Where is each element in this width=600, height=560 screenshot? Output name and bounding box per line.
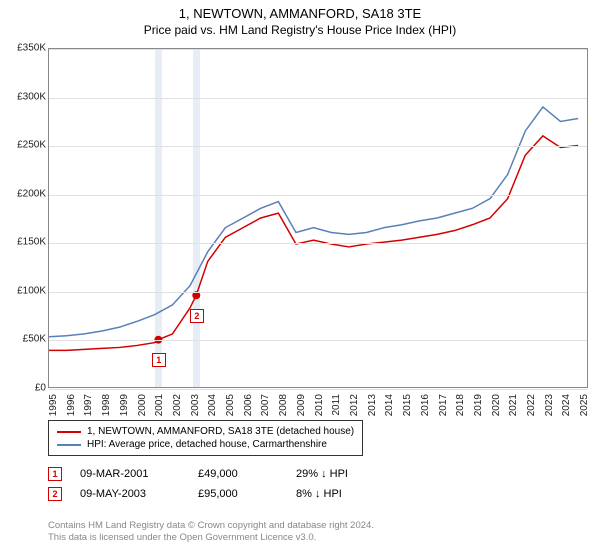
x-axis-label: 2015: [402, 394, 413, 416]
x-axis-label: 1995: [48, 394, 59, 416]
legend-item: HPI: Average price, detached house, Carm…: [57, 438, 354, 451]
x-axis-label: 2023: [544, 394, 555, 416]
x-axis-label: 2005: [225, 394, 236, 416]
transaction-date: 09-MAR-2001: [80, 468, 180, 480]
transaction-table: 1 09-MAR-2001 £49,000 29% ↓ HPI 2 09-MAY…: [48, 464, 396, 504]
chart-lines-svg: [49, 49, 587, 387]
legend-swatch: [57, 431, 81, 433]
chart-title: 1, NEWTOWN, AMMANFORD, SA18 3TE: [0, 0, 600, 21]
transaction-marker-icon: 1: [48, 467, 62, 481]
x-axis-label: 2007: [260, 394, 271, 416]
x-axis-label: 2001: [154, 394, 165, 416]
transaction-marker-icon: 2: [48, 487, 62, 501]
chart-marker-icon: 2: [190, 309, 204, 323]
x-axis-label: 1997: [83, 394, 94, 416]
transaction-price: £49,000: [198, 468, 278, 480]
transaction-price: £95,000: [198, 488, 278, 500]
x-axis-label: 1999: [119, 394, 130, 416]
x-axis-label: 2013: [367, 394, 378, 416]
transaction-date: 09-MAY-2003: [80, 488, 180, 500]
x-axis-label: 2025: [579, 394, 590, 416]
chart-container: 1, NEWTOWN, AMMANFORD, SA18 3TE Price pa…: [0, 0, 600, 560]
chart-footer: Contains HM Land Registry data © Crown c…: [48, 520, 374, 545]
y-axis-label: £150K: [17, 237, 46, 248]
y-axis-label: £100K: [17, 285, 46, 296]
transaction-row: 1 09-MAR-2001 £49,000 29% ↓ HPI: [48, 464, 396, 484]
x-axis-label: 2008: [278, 394, 289, 416]
x-axis-label: 2021: [508, 394, 519, 416]
footer-line: Contains HM Land Registry data © Crown c…: [48, 520, 374, 532]
y-axis-label: £350K: [17, 43, 46, 54]
x-axis-label: 2004: [207, 394, 218, 416]
x-axis-label: 2022: [526, 394, 537, 416]
x-axis-label: 2011: [331, 394, 342, 416]
chart-plot-area: 12: [48, 48, 588, 388]
transaction-delta: 29% ↓ HPI: [296, 468, 396, 480]
legend-label: HPI: Average price, detached house, Carm…: [87, 439, 327, 450]
transaction-row: 2 09-MAY-2003 £95,000 8% ↓ HPI: [48, 484, 396, 504]
footer-line: This data is licensed under the Open Gov…: [48, 532, 374, 544]
y-axis-label: £300K: [17, 91, 46, 102]
x-axis-label: 2002: [172, 394, 183, 416]
x-axis-label: 2017: [438, 394, 449, 416]
x-axis-label: 2000: [137, 394, 148, 416]
transaction-delta: 8% ↓ HPI: [296, 488, 396, 500]
legend-item: 1, NEWTOWN, AMMANFORD, SA18 3TE (detache…: [57, 425, 354, 438]
x-axis-label: 2014: [384, 394, 395, 416]
x-axis-label: 2020: [491, 394, 502, 416]
x-axis-label: 2016: [420, 394, 431, 416]
x-axis-label: 2006: [243, 394, 254, 416]
legend-label: 1, NEWTOWN, AMMANFORD, SA18 3TE (detache…: [87, 426, 354, 437]
x-axis-label: 2018: [455, 394, 466, 416]
y-axis-label: £200K: [17, 188, 46, 199]
x-axis-label: 2012: [349, 394, 360, 416]
x-axis-label: 2019: [473, 394, 484, 416]
x-axis-label: 2010: [314, 394, 325, 416]
x-axis-label: 2003: [190, 394, 201, 416]
legend-swatch: [57, 444, 81, 446]
x-axis-label: 1998: [101, 394, 112, 416]
x-axis-label: 1996: [66, 394, 77, 416]
y-axis-label: £0: [35, 383, 46, 394]
chart-legend: 1, NEWTOWN, AMMANFORD, SA18 3TE (detache…: [48, 420, 363, 456]
y-axis-label: £50K: [23, 334, 46, 345]
chart-marker-icon: 1: [152, 353, 166, 367]
chart-subtitle: Price paid vs. HM Land Registry's House …: [0, 21, 600, 37]
x-axis-label: 2009: [296, 394, 307, 416]
x-axis-label: 2024: [561, 394, 572, 416]
y-axis-label: £250K: [17, 140, 46, 151]
